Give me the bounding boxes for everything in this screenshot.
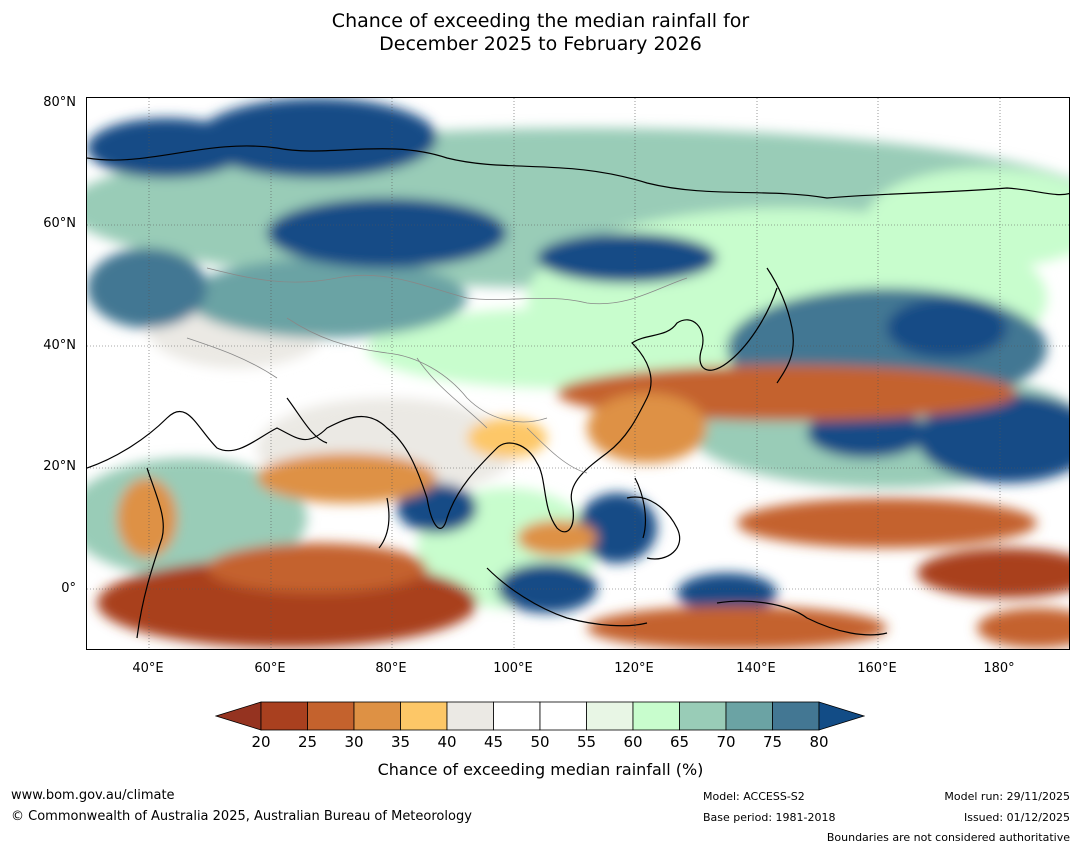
lon-label-80e: 80°E	[375, 661, 407, 676]
map-title-line1: Chance of exceeding the median rainfall …	[331, 10, 750, 32]
colorbar-tick-label: 55	[576, 733, 597, 751]
colorbar-tick-label: 30	[344, 733, 364, 751]
colorbar-tick-label: 45	[483, 733, 504, 751]
colorbar-tick-label: 25	[297, 733, 318, 751]
footer-issued: Issued: 01/12/2025	[963, 811, 1070, 824]
lat-label-40n: 40°N	[43, 338, 76, 353]
lat-label-20n: 20°N	[43, 459, 76, 474]
footer-copyright: © Commonwealth of Australia 2025, Austra…	[11, 809, 472, 824]
lon-label-140e: 140°E	[736, 661, 776, 676]
colorbar-tick-label: 50	[530, 733, 550, 751]
rainfall-probability-map	[86, 97, 1070, 650]
footer-disclaimer: Boundaries are not considered authoritat…	[826, 831, 1070, 844]
map-canvas	[87, 98, 1069, 649]
colorbar	[215, 701, 865, 731]
lon-label-60e: 60°E	[254, 661, 286, 676]
colorbar-cell	[725, 701, 773, 731]
country-boundaries	[186, 267, 688, 474]
coastlines	[87, 145, 1069, 639]
lon-label-180: 180°	[983, 661, 1015, 676]
colorbar-tick-label: 20	[251, 733, 271, 751]
colorbar-tick-label: 35	[390, 733, 411, 751]
colorbar-tick-label: 60	[623, 733, 643, 751]
colorbar-tick-label: 70	[716, 733, 736, 751]
colorbar-cell	[539, 701, 587, 731]
colorbar-cell	[586, 701, 634, 731]
colorbar-cells	[215, 701, 865, 731]
colorbar-tick-label: 65	[669, 733, 690, 751]
colorbar-cell	[400, 701, 448, 731]
footer-website[interactable]: www.bom.gov.au/climate	[11, 788, 175, 803]
colorbar-cell	[353, 701, 401, 731]
colorbar-extend-high	[818, 701, 865, 731]
lat-label-0: 0°	[61, 581, 76, 596]
lon-label-120e: 120°E	[614, 661, 654, 676]
probability-fields	[87, 98, 1069, 649]
colorbar-cell	[307, 701, 355, 731]
colorbar-cell	[679, 701, 727, 731]
colorbar-cell	[446, 701, 494, 731]
lon-label-40e: 40°E	[132, 661, 164, 676]
lon-label-160e: 160°E	[857, 661, 897, 676]
colorbar-cell	[493, 701, 541, 731]
colorbar-tick-label: 40	[437, 733, 457, 751]
colorbar-cell	[772, 701, 820, 731]
colorbar-extend-low	[215, 701, 262, 731]
lat-label-80n: 80°N	[43, 95, 76, 110]
footer-model: Model: ACCESS-S2	[703, 790, 805, 803]
lat-label-60n: 60°N	[43, 216, 76, 231]
map-title-line2: December 2025 to February 2026	[379, 33, 702, 55]
lon-label-100e: 100°E	[493, 661, 533, 676]
footer-model-run: Model run: 29/11/2025	[944, 790, 1070, 803]
colorbar-tick-label: 80	[809, 733, 829, 751]
colorbar-tick-label: 75	[762, 733, 783, 751]
colorbar-cell	[632, 701, 680, 731]
footer-base-period: Base period: 1981-2018	[703, 811, 836, 824]
colorbar-cell	[260, 701, 308, 731]
colorbar-label: Chance of exceeding median rainfall (%)	[377, 760, 704, 779]
